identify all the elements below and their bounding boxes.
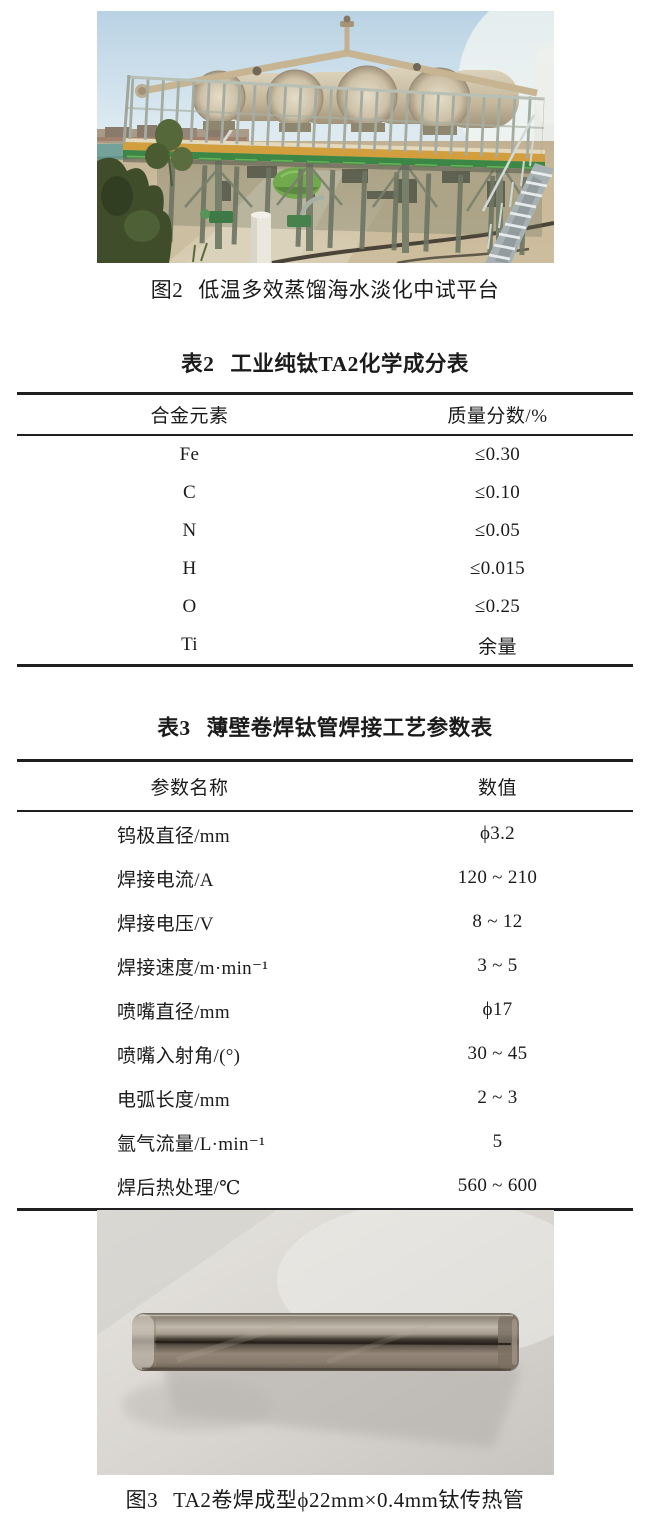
table3-header-value: 数值 [361, 760, 633, 812]
table2-title-text: 工业纯钛TA2化学成分表 [230, 352, 469, 376]
element-cell: Fe [179, 444, 200, 465]
table3-title-text: 薄壁卷焊钛管焊接工艺参数表 [206, 716, 493, 740]
platform-deck-edge [123, 138, 545, 174]
table2-title: 表2 工业纯钛TA2化学成分表 [0, 351, 650, 378]
value-cell: 120 ~ 210 [457, 867, 538, 888]
table-row: 焊接电流/A 120 ~ 210 [17, 856, 633, 900]
value-cell: ≤0.30 [474, 444, 521, 465]
table2-title-label: 表2 [181, 352, 215, 376]
figure3-caption-label: 图3 [125, 1488, 159, 1512]
table-row: 喷嘴入射角/(°) 30 ~ 45 [17, 1032, 633, 1076]
platform-railing [122, 74, 545, 159]
value-cell: 2 ~ 3 [477, 1087, 518, 1108]
element-cell: H [182, 558, 197, 579]
table-row: Ti 余量 [17, 626, 633, 666]
figure3-photo-titanium-tube [97, 1210, 554, 1475]
table2-header-element: 合金元素 [17, 393, 362, 436]
table-row: 焊接速度/m·min⁻¹ 3 ~ 5 [17, 944, 633, 988]
table-row: 焊接电压/V 8 ~ 12 [17, 900, 633, 944]
table3-title: 表3 薄壁卷焊钛管焊接工艺参数表 [0, 715, 650, 742]
value-cell: ≤0.10 [474, 482, 521, 503]
parameter-cell: 钨极直径/mm [117, 825, 230, 847]
welding-parameters-table: 参数名称 数值 钨极直径/mm ϕ3.2 焊接电流/A 120 ~ 210 焊接电压… [17, 759, 633, 1211]
table3-title-label: 表3 [157, 716, 191, 740]
parameter-cell: 喷嘴入射角/(°) [117, 1045, 241, 1067]
table-row: C ≤0.10 [17, 474, 633, 512]
desalination-plant-illustration [97, 11, 554, 263]
table-row: N ≤0.05 [17, 512, 633, 550]
overhead-pipe [135, 15, 538, 98]
table-row: O ≤0.25 [17, 588, 633, 626]
value-cell: 3 ~ 5 [477, 955, 518, 976]
value-cell: 8 ~ 12 [472, 911, 523, 932]
element-cell: O [182, 596, 197, 617]
value-cell: ≤0.05 [474, 520, 521, 541]
access-stairs [481, 114, 554, 263]
value-cell: ϕ3.2 [480, 823, 515, 844]
parameter-cell: 焊后热处理/℃ [117, 1177, 241, 1199]
table-row: 氩气流量/L·min⁻¹ 5 [17, 1120, 633, 1164]
table3-header-parameter: 参数名称 [17, 760, 362, 812]
figure2-caption: 图2 低温多效蒸馏海水淡化中试平台 [0, 277, 650, 303]
value-cell: 560 ~ 600 [457, 1175, 538, 1196]
figure2-photo-desalination-platform [97, 11, 554, 263]
table2-header-fraction: 质量分数/% [361, 393, 633, 436]
parameter-cell: 焊接电压/V [117, 913, 214, 935]
value-cell: 余量 [478, 636, 517, 658]
parameter-cell: 喷嘴直径/mm [117, 1001, 230, 1023]
table-row: 钨极直径/mm ϕ3.2 [17, 811, 633, 856]
value-cell: 30 ~ 45 [467, 1043, 528, 1064]
titanium-tube [132, 1313, 519, 1371]
table-row: H ≤0.015 [17, 550, 633, 588]
figure3-caption: 图3 TA2卷焊成型ϕ22mm×0.4mm钛传热管 [0, 1487, 650, 1513]
value-cell: ≤0.25 [474, 596, 521, 617]
ground-pumps [200, 194, 325, 227]
vegetation [97, 119, 208, 263]
table-row: 焊后热处理/℃ 560 ~ 600 [17, 1164, 633, 1210]
value-cell: ≤0.015 [469, 558, 525, 579]
table3-header-row: 参数名称 数值 [17, 760, 633, 812]
table-row: 喷嘴直径/mm ϕ17 [17, 988, 633, 1032]
parameter-cell: 焊接速度/m·min⁻¹ [117, 957, 269, 979]
weld-seam-line [154, 1340, 512, 1346]
parameter-cell: 氩气流量/L·min⁻¹ [117, 1133, 266, 1155]
figure2-caption-label: 图2 [150, 278, 184, 302]
titanium-tube-illustration [97, 1210, 554, 1475]
white-tank [251, 211, 271, 263]
value-cell: ϕ17 [482, 999, 513, 1020]
element-cell: N [182, 520, 197, 541]
table2-header-row: 合金元素 质量分数/% [17, 393, 633, 436]
chemical-composition-table: 合金元素 质量分数/% Fe ≤0.30 C ≤0.10 N ≤0.05 H ≤0.01… [17, 392, 633, 667]
table-row: 电弧长度/mm 2 ~ 3 [17, 1076, 633, 1120]
parameter-cell: 电弧长度/mm [117, 1089, 230, 1111]
value-cell: 5 [492, 1131, 503, 1152]
figure2-caption-text: 低温多效蒸馏海水淡化中试平台 [198, 278, 500, 302]
parameter-cell: 焊接电流/A [117, 869, 214, 891]
element-cell: Ti [181, 634, 198, 655]
figure3-caption-text: TA2卷焊成型ϕ22mm×0.4mm钛传热管 [173, 1488, 525, 1512]
element-cell: C [182, 482, 196, 503]
table-row: Fe ≤0.30 [17, 435, 633, 474]
